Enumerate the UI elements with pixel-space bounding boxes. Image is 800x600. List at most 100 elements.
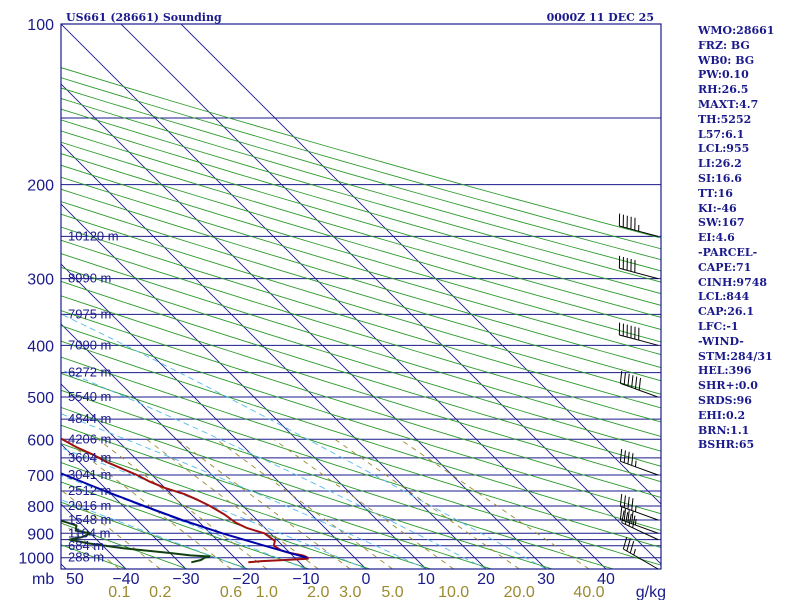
sounding-index-item: TH:5252	[698, 112, 752, 126]
temperature-label-40: 40	[597, 571, 615, 588]
sounding-index-item: FRZ: BG	[698, 38, 750, 52]
dry-adiabat-480	[61, 153, 661, 330]
isotherm--30	[61, 443, 187, 569]
height-label: 4206 m	[68, 431, 111, 446]
sounding-index-item: PW:0.10	[698, 68, 749, 82]
sounding-index-item: SRDS:96	[698, 393, 752, 407]
dry-adiabat-510	[61, 119, 661, 295]
mixing-ratio-label: 5.0	[381, 584, 403, 600]
wind-barb	[618, 322, 659, 346]
dry-adiabat-420	[61, 226, 661, 409]
pressure-label-400: 400	[27, 338, 54, 355]
sounding-curves	[61, 437, 309, 564]
sounding-index-item: EHI:0.2	[698, 408, 746, 422]
dry-adiabat-260	[61, 481, 310, 569]
dry-adiabat-400	[61, 253, 661, 437]
sounding-index-item: L57:6.1	[698, 127, 745, 141]
height-label: 4844 m	[68, 411, 111, 426]
dry-adiabat-350	[61, 325, 661, 515]
temperature-label--30: −30	[172, 571, 199, 588]
sounding-index-item: HEL:396	[698, 364, 752, 378]
height-label: 1104 m	[68, 525, 110, 540]
sounding-index-item: WB0: BG	[698, 53, 755, 67]
wind-barb	[619, 370, 659, 398]
chart-title: US661 (28661) Sounding	[66, 11, 222, 24]
sounding-index-item: LCL:955	[698, 142, 750, 156]
mixing-ratio-label: 3.0	[339, 584, 361, 600]
wind-barb	[619, 507, 659, 534]
sounding-index-item: EI:4.6	[698, 231, 735, 245]
plot-frame	[60, 23, 662, 570]
sounding-index-item: LFC:-1	[698, 319, 739, 333]
dry-adiabat-380	[61, 280, 661, 467]
sounding-index-item: -WIND-	[698, 334, 744, 348]
mixing-ratio-unit-label: g/kg	[636, 584, 666, 600]
pressure-label-300: 300	[27, 272, 54, 289]
dry-adiabat-280	[61, 443, 431, 569]
dry-adiabat-530	[61, 98, 661, 272]
sounding-index-item: LI:26.2	[698, 157, 742, 171]
temperature-label--40: −40	[112, 571, 139, 588]
pressure-label-100: 100	[27, 17, 54, 34]
isotherm-30	[61, 83, 547, 569]
wind-barb	[622, 536, 659, 570]
moist-adiabat-20	[61, 369, 487, 569]
sounding-index-item: BRN:1.1	[698, 423, 750, 437]
height-label: 8990 m	[68, 271, 111, 286]
isotherm--50	[61, 563, 67, 569]
dry-adiabat-500	[61, 130, 661, 306]
isotherm-50	[120, 24, 661, 565]
sounding-index-item: TT:16	[698, 186, 733, 200]
moist-adiabat--20	[61, 499, 247, 569]
sounding-index-item: -PARCEL-	[698, 245, 758, 259]
mixing-ratio-0.1	[61, 521, 120, 569]
sounding-indices-list: WMO:28661 FRZ: BG WB0: BG PW:0.10 RH:26.5 MAX…	[698, 24, 798, 453]
isotherm-20	[61, 143, 487, 569]
isotherm--20	[61, 383, 247, 569]
mixing-ratio-20	[334, 438, 520, 569]
wind-barb	[619, 448, 659, 476]
dry-adiabat-490	[61, 141, 661, 318]
mixing-ratio-label: 40.0	[573, 584, 604, 600]
dry-adiabat-440	[61, 201, 661, 382]
mixing-ratio-label: 0.6	[220, 584, 242, 600]
mixing-ratio-label: 2.0	[307, 584, 329, 600]
dry-adiabat-540	[61, 87, 661, 261]
chart-grid	[0, 24, 661, 569]
moist-adiabat-30	[61, 313, 547, 569]
wind-barb	[621, 510, 659, 541]
dry-adiabat-340	[61, 340, 661, 531]
height-label: 7975 m	[68, 306, 111, 321]
sounding-index-item: BSHR:65	[698, 438, 755, 452]
sounding-index-item: CAP:26.1	[698, 305, 755, 319]
mixing-ratio-3	[176, 438, 351, 569]
pressure-label-800: 800	[27, 499, 54, 516]
sounding-index-item: SW:167	[698, 216, 745, 230]
temperature-label-0: 0	[362, 571, 371, 588]
mixing-ratio-label: 10.0	[438, 584, 469, 600]
mixing-ratio-label: 20.0	[504, 584, 535, 600]
height-label: 3041 m	[68, 467, 111, 482]
height-label: 2512 m	[68, 483, 111, 498]
mixing-ratio-40	[399, 438, 590, 569]
isotherm--60	[0, 24, 6, 569]
mixing-ratio-5	[216, 438, 393, 569]
dry-adiabat-290	[61, 424, 492, 569]
moist-adiabat-10	[61, 413, 427, 569]
mixing-ratio-0.2	[61, 489, 161, 569]
mixing-ratio-label: 0.2	[149, 584, 171, 600]
parcel-profile	[61, 472, 307, 559]
pressure-label-200: 200	[27, 178, 54, 195]
temperature-label--50: 50	[66, 571, 84, 588]
moist-adiabat--10	[61, 475, 307, 569]
pressure-label-1000: 1000	[18, 551, 54, 568]
temperature-label-20: 20	[477, 571, 495, 588]
sounding-index-item: LCL:844	[698, 290, 750, 304]
dry-adiabat-550	[61, 77, 661, 250]
temperature-label--10: −10	[292, 571, 319, 588]
sounding-index-item: RH:26.5	[698, 83, 749, 97]
dry-adiabat-450	[61, 188, 661, 369]
dry-adiabat-470	[61, 164, 661, 343]
